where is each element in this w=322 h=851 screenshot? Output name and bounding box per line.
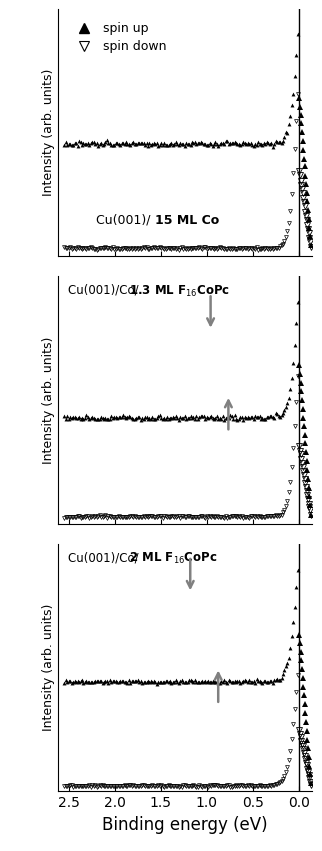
Text: Cu(001)/Co/: Cu(001)/Co/: [68, 283, 143, 296]
Text: Cu(001)/Co/: Cu(001)/Co/: [68, 551, 143, 564]
Text: 1.3 ML F$_{16}$CoPc: 1.3 ML F$_{16}$CoPc: [68, 283, 230, 299]
Legend: spin up, spin down: spin up, spin down: [67, 17, 172, 58]
Text: 15 ML Co: 15 ML Co: [155, 214, 219, 226]
Y-axis label: Intensity (arb. units): Intensity (arb. units): [42, 604, 55, 731]
Text: Cu(001)/: Cu(001)/: [96, 214, 155, 226]
Y-axis label: Intensity (arb. units): Intensity (arb. units): [42, 69, 55, 196]
X-axis label: Binding energy (eV): Binding energy (eV): [102, 816, 268, 834]
Y-axis label: Intensity (arb. units): Intensity (arb. units): [42, 336, 55, 464]
Text: 2 ML F$_{16}$CoPc: 2 ML F$_{16}$CoPc: [68, 551, 217, 566]
